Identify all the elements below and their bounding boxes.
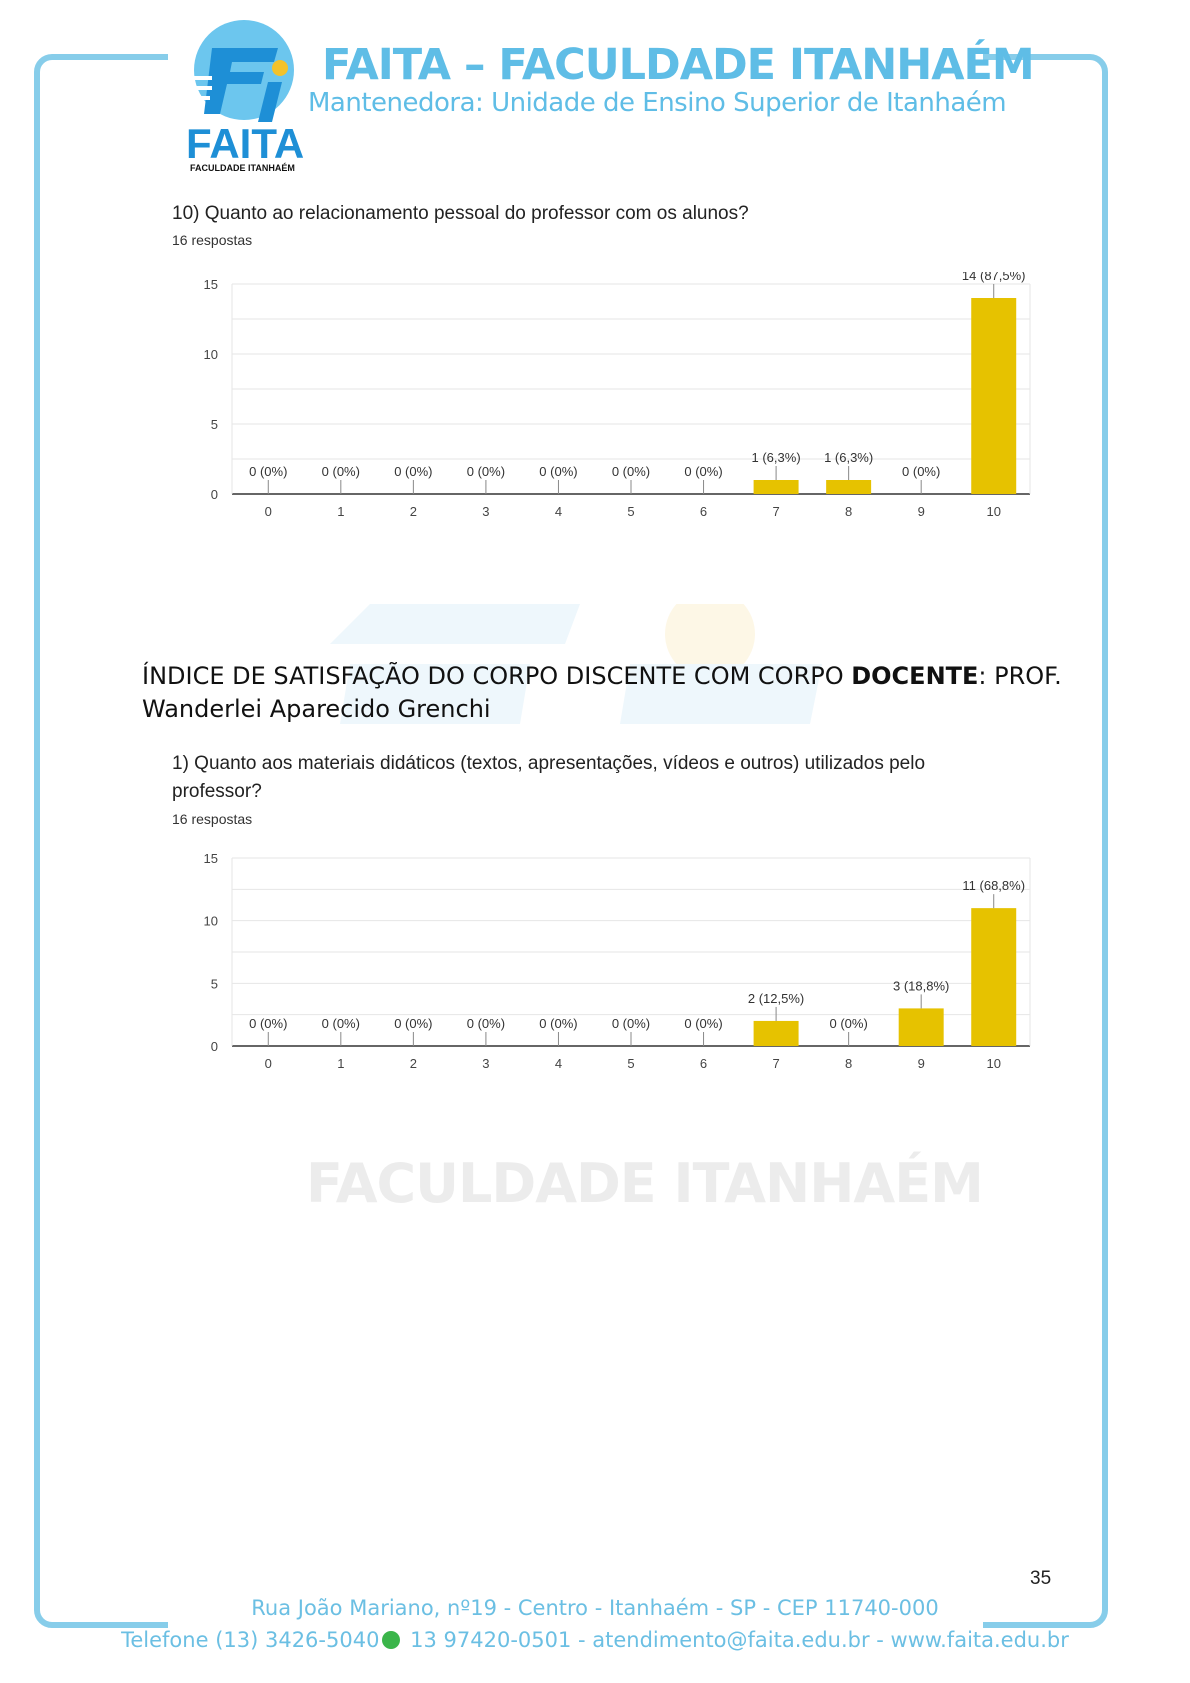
data-label: 2 (12,5%) — [748, 991, 804, 1006]
question10-responses: 16 respostas — [172, 232, 253, 248]
x-tick-label: 0 — [265, 1056, 272, 1071]
x-tick-label: 9 — [918, 504, 925, 519]
footer-contact: Telefone (13) 3426-5040 13 97420-0501 - … — [0, 1628, 1190, 1652]
data-label: 0 (0%) — [684, 464, 722, 479]
footer-phone: Telefone (13) 3426-5040 — [121, 1628, 380, 1652]
x-tick-label: 10 — [986, 1056, 1000, 1071]
y-tick-label: 5 — [211, 417, 218, 432]
x-tick-label: 0 — [265, 504, 272, 519]
data-label: 0 (0%) — [249, 464, 287, 479]
x-tick-label: 10 — [986, 504, 1000, 519]
data-label: 0 (0%) — [902, 464, 940, 479]
data-label: 0 (0%) — [467, 1016, 505, 1031]
bar — [971, 298, 1017, 494]
logo-subtext: FACULDADE ITANHAÉM — [190, 163, 295, 173]
y-tick-label: 15 — [204, 851, 218, 866]
x-tick-label: 5 — [627, 504, 634, 519]
y-tick-label: 0 — [211, 1039, 218, 1054]
data-label: 0 (0%) — [829, 1016, 867, 1031]
data-label: 0 (0%) — [539, 464, 577, 479]
x-tick-label: 4 — [555, 1056, 562, 1071]
x-tick-label: 4 — [555, 504, 562, 519]
footer-address: Rua João Mariano, nº19 - Centro - Itanha… — [251, 1596, 939, 1620]
x-tick-label: 3 — [482, 504, 489, 519]
whatsapp-icon — [382, 1631, 401, 1649]
data-label: 0 (0%) — [684, 1016, 722, 1031]
bar — [971, 908, 1017, 1046]
faita-logo: FAITA FACULDADE ITANHAÉM — [186, 20, 304, 173]
x-tick-label: 1 — [337, 1056, 344, 1071]
x-tick-label: 6 — [700, 1056, 707, 1071]
question1-responses: 16 respostas — [172, 811, 253, 827]
header-title: FAITA – FACULDADE ITANHAÉM — [322, 40, 1035, 90]
data-label: 0 (0%) — [322, 464, 360, 479]
data-label: 0 (0%) — [612, 464, 650, 479]
data-label: 0 (0%) — [467, 464, 505, 479]
page-number: 35 — [1030, 1568, 1052, 1589]
data-label: 0 (0%) — [394, 1016, 432, 1031]
x-tick-label: 2 — [410, 1056, 417, 1071]
data-label: 14 (87,5%) — [962, 272, 1026, 283]
x-tick-label: 8 — [845, 1056, 852, 1071]
x-tick-label: 9 — [918, 1056, 925, 1071]
y-tick-label: 5 — [211, 976, 218, 991]
question10-title: 10) Quanto ao relacionamento pessoal do … — [172, 203, 749, 224]
data-label: 11 (68,8%) — [962, 878, 1025, 893]
watermark-logo-shape — [330, 604, 822, 724]
data-label: 0 (0%) — [612, 1016, 650, 1031]
x-tick-label: 7 — [772, 504, 779, 519]
bar — [753, 1020, 799, 1046]
bar — [898, 1008, 944, 1046]
frame-gap-top — [168, 44, 983, 70]
logo-text: FAITA — [186, 120, 304, 167]
bar — [753, 480, 799, 494]
data-label: 0 (0%) — [394, 464, 432, 479]
question1-title: 1) Quanto aos materiais didáticos (texto… — [172, 753, 926, 802]
data-label: 0 (0%) — [322, 1016, 360, 1031]
y-tick-label: 15 — [204, 277, 218, 292]
watermark-text: FACULDADE ITANHAÉM — [306, 1152, 984, 1215]
x-tick-label: 8 — [845, 504, 852, 519]
x-tick-label: 6 — [700, 504, 707, 519]
data-label: 1 (6,3%) — [752, 450, 801, 465]
section-title: ÍNDICE DE SATISFAÇÃO DO CORPO DISCENTE C… — [142, 660, 1062, 726]
x-tick-label: 3 — [482, 1056, 489, 1071]
chart-question1: 0 5 10 15 0 (0%) 0 0 (0%) 1 0 (0%) 2 0 (0%) 3 0 (0%)… — [204, 851, 1031, 1071]
y-tick-label: 10 — [204, 914, 218, 929]
y-tick-label: 0 — [211, 487, 218, 502]
x-tick-label: 5 — [627, 1056, 634, 1071]
data-label: 1 (6,3%) — [824, 450, 873, 465]
chart-question10: 0 5 10 15 0 (0%) 0 0 (0%) 1 0 (0%) 2 0 (0%) 3 0 (0%)… — [204, 272, 1031, 519]
x-tick-label: 7 — [772, 1056, 779, 1071]
data-label: 0 (0%) — [249, 1016, 287, 1031]
data-label: 0 (0%) — [539, 1016, 577, 1031]
header-subtitle: Mantenedora: Unidade de Ensino Superior … — [308, 88, 1007, 118]
frame-gap-bottom — [168, 1612, 983, 1638]
x-tick-label: 1 — [337, 504, 344, 519]
data-label: 3 (18,8%) — [893, 978, 949, 993]
section-title-part1: ÍNDICE DE SATISFAÇÃO DO CORPO DISCENTE C… — [142, 662, 852, 690]
section-title-bold: DOCENTE — [851, 662, 979, 690]
bar — [826, 480, 872, 494]
y-tick-label: 10 — [204, 347, 218, 362]
section-title-part2: : PROF. Wanderlei Aparecido Grenchi — [142, 662, 1062, 723]
x-tick-label: 2 — [410, 504, 417, 519]
footer-contact-rest: 13 97420-0501 - atendimento@faita.edu.br… — [403, 1628, 1069, 1652]
